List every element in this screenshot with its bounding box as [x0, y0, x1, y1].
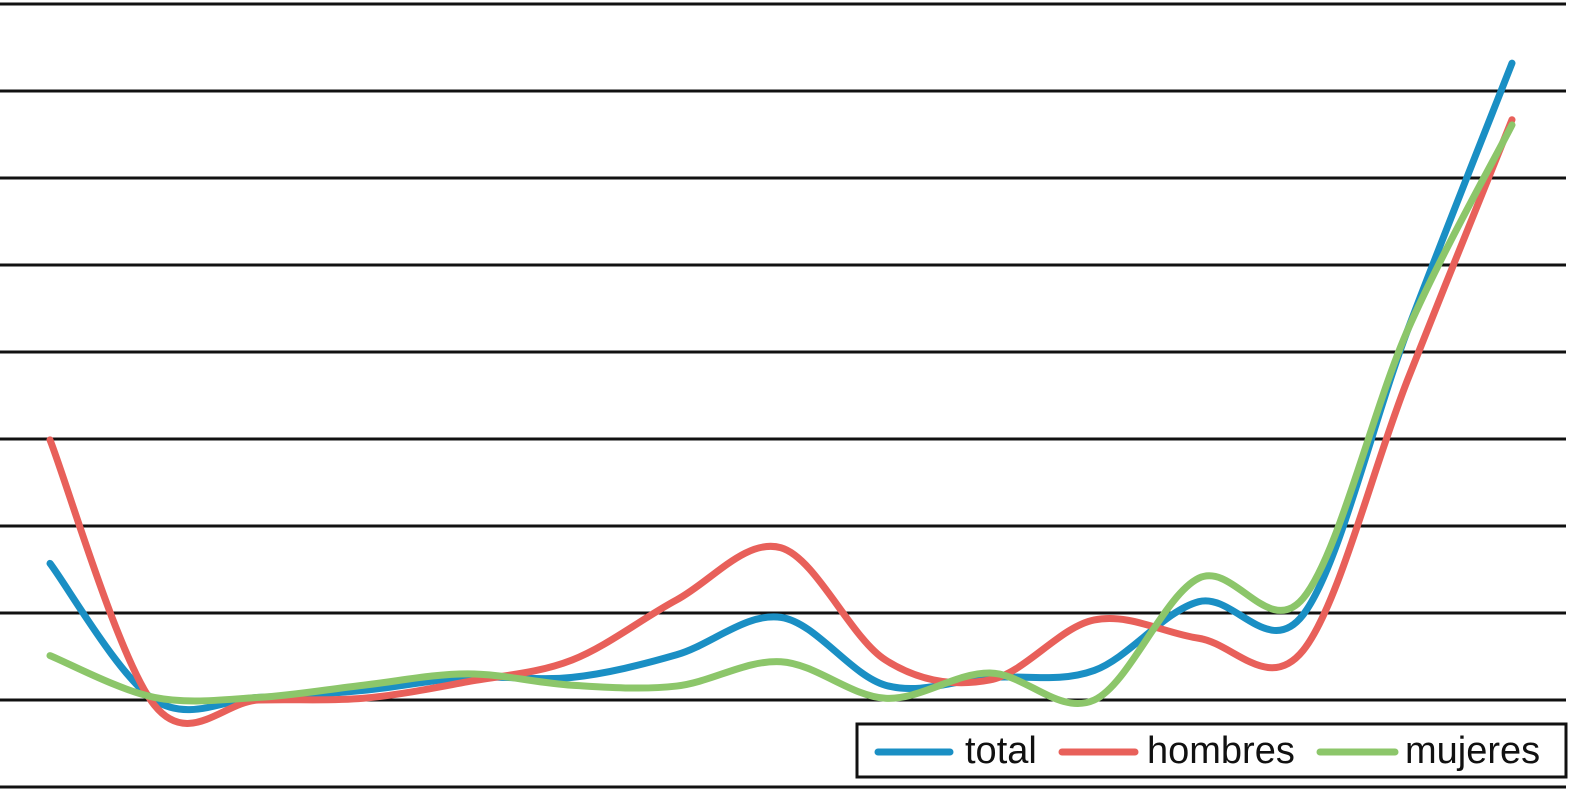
- legend-label: mujeres: [1405, 730, 1540, 772]
- legend-label: hombres: [1147, 730, 1295, 772]
- grid: [0, 2, 1566, 789]
- line-series: [46, 116, 1516, 727]
- line-series: [46, 121, 1516, 707]
- legend-box: [855, 722, 1568, 779]
- legend: total hombres mujeres: [855, 722, 1568, 779]
- legend-label: total: [965, 730, 1037, 772]
- plot-area: [46, 59, 1516, 727]
